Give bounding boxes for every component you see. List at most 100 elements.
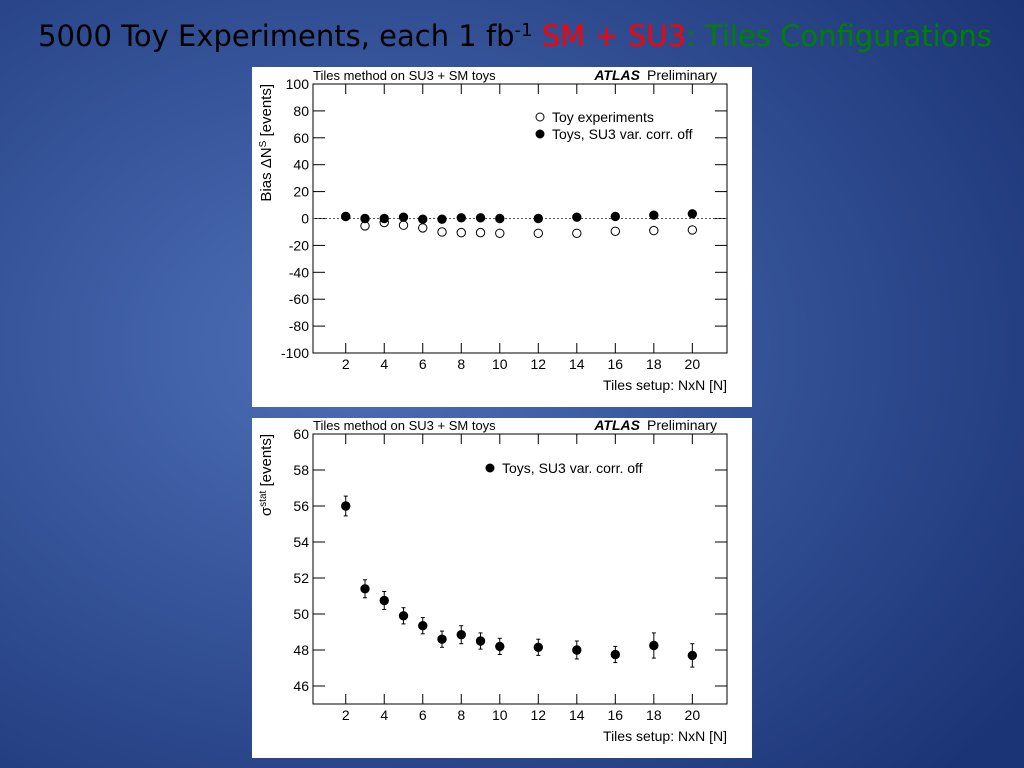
data-point: [495, 213, 505, 224]
plot-frame: [312, 433, 728, 705]
data-point: [437, 634, 447, 644]
y-label-tail: [events]: [258, 84, 275, 141]
y-tick-label: 100: [286, 76, 310, 92]
x-tick-label: 14: [569, 356, 585, 372]
legend-label: Toy experiments: [552, 109, 654, 125]
data-point: [610, 226, 621, 236]
y-tick-label: -20: [289, 237, 309, 253]
x-tick-label: 4: [380, 707, 388, 723]
data-point: [398, 212, 409, 222]
y-tick-label: -100: [281, 345, 309, 361]
x-tick-label: 14: [569, 707, 585, 723]
y-label-sup: stat: [258, 490, 269, 506]
data-point: [398, 611, 409, 621]
y-tick-label: 80: [293, 103, 309, 119]
y-tick-label: -60: [289, 291, 309, 307]
legend-marker: [535, 129, 545, 139]
data-point: [610, 211, 621, 222]
x-tick-label: 18: [646, 356, 662, 372]
data-point: [379, 213, 389, 224]
atlas-note: Preliminary: [647, 417, 717, 433]
y-tick-label: 60: [293, 130, 309, 146]
data-point: [533, 228, 543, 238]
data-point: [379, 595, 389, 606]
data-point: [456, 213, 466, 223]
y-label-sup: S: [258, 140, 269, 147]
data-point: [418, 621, 428, 631]
data-point: [572, 228, 582, 238]
legend-marker: [535, 112, 545, 122]
data-point: [341, 501, 351, 511]
x-tick-label: 10: [492, 356, 508, 372]
title-part: -1: [515, 20, 533, 41]
chart: Tiles method on SU3 + SM toys ATLAS Prelim…: [252, 67, 752, 407]
y-tick-label: 20: [293, 184, 309, 200]
data-point: [398, 220, 409, 230]
data-point: [341, 211, 351, 222]
plot-title: Tiles method on SU3 + SM toys: [313, 68, 496, 83]
data-point: [456, 630, 466, 640]
x-tick-label: 6: [419, 707, 427, 723]
data-point: [495, 228, 505, 238]
data-point: [418, 214, 428, 224]
slide-title: 5000 Toy Experiments, each 1 fb-1 SM + S…: [38, 19, 992, 53]
chart: Tiles method on SU3 + SM toys ATLAS Prelim…: [252, 417, 752, 758]
y-tick-label: 40: [293, 157, 309, 173]
x-tick-label: 2: [342, 707, 350, 723]
y-label-tail: [events]: [258, 434, 275, 491]
data-point: [572, 645, 582, 655]
data-point: [533, 642, 543, 652]
y-tick-label: 50: [293, 606, 309, 622]
atlas-brand: ATLAS: [593, 417, 640, 433]
atlas-brand: ATLAS: [593, 67, 640, 83]
data-point: [572, 212, 582, 222]
x-tick-label: 10: [492, 707, 508, 723]
data-point: [456, 227, 466, 238]
legend-label: Toys, SU3 var. corr. off: [502, 460, 643, 476]
title-part: SM + SU3: [533, 19, 686, 53]
x-tick-label: 18: [646, 707, 662, 723]
x-tick-label: 8: [457, 707, 465, 723]
data-point: [687, 650, 698, 661]
data-point: [687, 209, 698, 219]
title-part: 5000 Toy Experiments, each 1 fb: [38, 19, 514, 53]
data-point: [418, 223, 428, 233]
x-tick-label: 20: [685, 707, 701, 723]
data-point: [649, 210, 659, 220]
plot-title: Tiles method on SU3 + SM toys: [313, 418, 496, 433]
y-tick-label: 46: [293, 678, 309, 694]
y-tick-label: -40: [289, 264, 309, 280]
chart-panel: [252, 418, 752, 758]
data-point: [437, 214, 447, 224]
data-point: [475, 636, 486, 646]
data-point: [475, 227, 486, 238]
x-tick-label: 8: [457, 356, 465, 372]
legend-marker: [485, 463, 495, 473]
atlas-label: ATLAS Preliminary: [593, 67, 717, 83]
y-axis-label: Bias ΔNS [events]: [258, 84, 276, 202]
legend-label: Toys, SU3 var. corr. off: [552, 126, 693, 142]
data-point: [649, 640, 659, 651]
y-tick-label: 54: [293, 534, 309, 550]
y-label-main: σ: [258, 506, 275, 516]
atlas-note: Preliminary: [647, 67, 717, 83]
data-point: [437, 227, 447, 237]
x-tick-label: 12: [531, 356, 547, 372]
x-tick-label: 12: [531, 707, 547, 723]
y-tick-label: 60: [293, 426, 309, 442]
x-tick-label: 16: [608, 707, 624, 723]
data-point: [360, 584, 370, 594]
y-tick-label: 48: [293, 642, 309, 658]
x-tick-label: 2: [342, 356, 350, 372]
x-tick-label: 16: [608, 356, 624, 372]
x-tick-label: 20: [685, 356, 701, 372]
y-label-main: Bias ΔN: [258, 147, 275, 201]
title-part: : Tiles Configurations: [686, 19, 992, 53]
x-axis-label: Tiles setup: NxN [N]: [603, 728, 727, 744]
y-tick-label: 58: [293, 462, 309, 478]
data-point: [475, 213, 486, 223]
y-tick-label: -80: [289, 318, 309, 334]
data-point: [610, 649, 621, 660]
y-tick-label: 56: [293, 498, 309, 514]
